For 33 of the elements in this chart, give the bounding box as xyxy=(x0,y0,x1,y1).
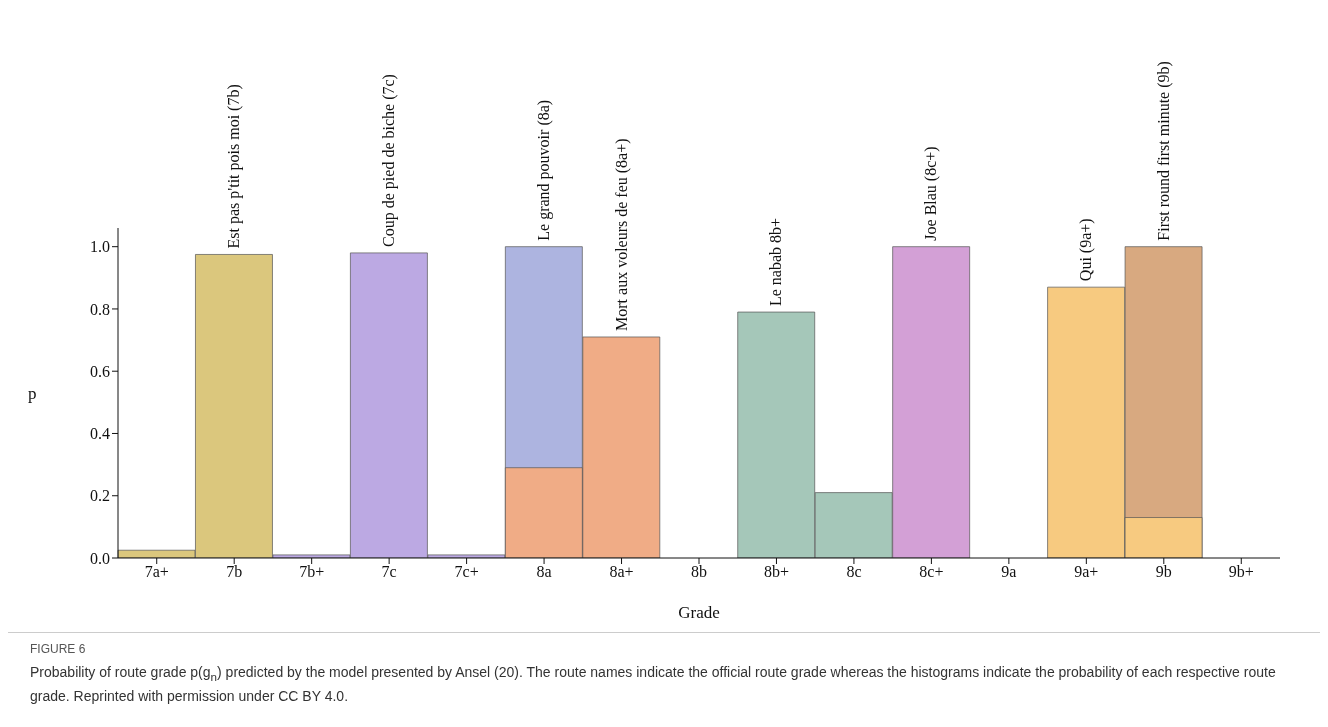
x-tick-label: 8c xyxy=(846,563,862,581)
x-tick-label: 7c xyxy=(381,563,397,581)
caption: FIGURE 6 xyxy=(30,641,87,658)
text: Coup de pied de biche (7c) xyxy=(380,74,399,247)
text: Mort aux voleurs de feu (8a+) xyxy=(612,138,631,331)
x-tick-label: 9b+ xyxy=(1228,563,1254,581)
y-tick-label: 0.2 xyxy=(90,487,110,505)
text: First round first minute (9b) xyxy=(1154,61,1173,241)
text: Joe Blau (8c+) xyxy=(922,146,941,241)
x-tick-label: 7a+ xyxy=(144,563,169,581)
text: Le nabab 8b+ xyxy=(767,217,785,307)
x-tick-label: 7b xyxy=(226,563,243,581)
text: Probability of route grade p(g$_{n}$) predicted by the model presented by Ansel (20). The route names indicate the official route grade whereas the histograms indicate the probability of each respective route grade. Reprinted with permission under CC BY 4.0. xyxy=(30,663,1277,707)
y-tick-label: 1.0 xyxy=(90,238,110,256)
x-tick-label: 9a+ xyxy=(1074,563,1099,581)
x-tick-label: 8a+ xyxy=(609,563,634,581)
y-tick-label: 0.0 xyxy=(90,549,110,567)
y-tick-label: 0.6 xyxy=(90,362,110,380)
x-axis-title: Grade xyxy=(678,603,720,622)
y-axis-title: p xyxy=(28,384,37,404)
y-tick-label: 0.4 xyxy=(90,425,110,443)
x-tick-label: 8a xyxy=(536,563,552,581)
x-tick-label: 8b xyxy=(691,563,707,581)
text: Qui (9a+) xyxy=(1077,218,1096,282)
x-tick-label: 8c+ xyxy=(919,563,944,581)
x-tick-label: 9b xyxy=(1155,563,1172,581)
y-tick-label: 0.8 xyxy=(90,300,110,318)
text: Est pas p'tit pois moi (7b) xyxy=(225,84,244,249)
x-tick-label: 8b+ xyxy=(763,563,789,581)
x-tick-label: 7b+ xyxy=(299,563,325,581)
text: Le grand pouvoir (8a) xyxy=(535,99,554,241)
x-tick-label: 7c+ xyxy=(454,563,479,581)
x-tick-label: 9a xyxy=(1001,563,1017,581)
